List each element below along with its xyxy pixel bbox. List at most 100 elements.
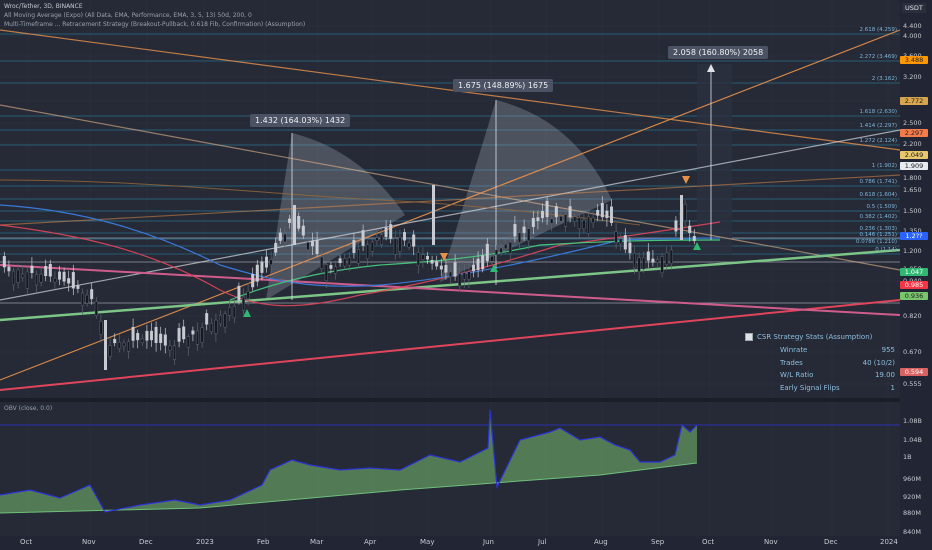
candle (172, 345, 176, 360)
candle (297, 216, 301, 229)
candle (44, 266, 48, 277)
obv-line (0, 409, 698, 513)
obv-area (0, 410, 697, 513)
x-tick-label: Oct (702, 538, 715, 546)
buy-signal (693, 242, 701, 250)
sell-signal (440, 253, 448, 261)
candle (25, 271, 29, 289)
candle (315, 239, 319, 254)
candle (58, 271, 62, 280)
candle (131, 326, 135, 341)
fib-label: 1 (1.902) (871, 163, 897, 169)
candle (361, 230, 365, 246)
candle (439, 265, 443, 270)
candle (573, 216, 577, 222)
candle (2, 256, 6, 268)
stats-value: 1 (890, 383, 895, 392)
x-tick-label: Oct (20, 538, 33, 546)
candle (195, 330, 199, 345)
candle (591, 217, 595, 223)
candle (435, 261, 439, 267)
y-tick-label: 2.500 (903, 119, 922, 127)
candle (113, 338, 117, 344)
candle (651, 258, 655, 263)
candle (495, 249, 499, 255)
candle (366, 244, 370, 259)
candle (283, 233, 287, 243)
candle (568, 206, 572, 218)
y-tick-label: 4.400 (903, 22, 922, 30)
candle (278, 232, 282, 241)
measure-callout-3: 2.058 (160.80%) 2058 (668, 46, 769, 59)
candle (380, 234, 384, 245)
candle (393, 238, 397, 255)
candle (293, 205, 296, 245)
candle (688, 225, 692, 234)
x-tick-label: Nov (764, 538, 778, 546)
stats-label: W/L Ratio (780, 371, 814, 379)
stats-row: Trades 40 (10/2) (745, 357, 895, 370)
fib-label: 1.272 (2.124) (859, 138, 897, 144)
stats-label: Early Signal Flips (780, 383, 840, 392)
stats-title: CSR Strategy Stats (Assumption) (757, 333, 873, 341)
candle (642, 257, 646, 270)
price-label: 0.936 (900, 292, 928, 300)
candle (403, 232, 407, 241)
candle (269, 259, 273, 265)
candle (140, 338, 144, 344)
indicator-legend-2[interactable]: Multi-Timeframe ... Retracement Strategy… (4, 21, 306, 28)
measure-box (697, 64, 732, 254)
x-tick-label: Jul (538, 538, 547, 546)
y-tick-label: 1.500 (903, 207, 922, 215)
x-tick-label: Aug (594, 538, 608, 546)
candle (600, 203, 604, 218)
y-tick-label: 1.650 (903, 186, 922, 194)
y-tick-label: 4.000 (903, 32, 922, 40)
candle (508, 241, 512, 254)
candle (407, 242, 411, 248)
candle (357, 249, 361, 264)
x-tick-label: 2023 (196, 538, 214, 546)
currency-label[interactable]: USDT (902, 3, 926, 13)
y-tick-label: 0.670 (903, 348, 922, 356)
stats-value: 40 (10/2) (862, 358, 895, 367)
candle (30, 265, 34, 274)
candle (62, 271, 66, 282)
fib-label: 0.0786 (1.210) (855, 239, 897, 245)
x-tick-label: May (420, 538, 435, 546)
candle (531, 218, 535, 228)
candle (545, 200, 549, 218)
candle (67, 278, 71, 284)
candle (656, 259, 660, 263)
fib-label: 2.618 (4.259) (859, 27, 897, 33)
sell-signal (682, 176, 690, 184)
stats-value: 19.00 (874, 371, 895, 379)
stats-checkbox[interactable] (745, 333, 753, 341)
candle (104, 320, 107, 370)
candle (550, 218, 554, 224)
indicator-legend-1[interactable]: All Moving Average (Expo) (All Data, EMA… (4, 12, 252, 19)
candle (674, 220, 678, 232)
price-label: 0.985 (900, 281, 928, 289)
candle (53, 278, 57, 283)
candle (324, 264, 328, 282)
chart-title: Wroc/Tether, 3D, BINANCE (4, 3, 83, 10)
candle (214, 319, 218, 334)
candle (453, 262, 457, 277)
fib-label: 0.146 (1.251) (859, 232, 897, 238)
candle (614, 231, 618, 243)
candle (389, 224, 393, 239)
y-tick-label: 2.200 (903, 140, 922, 148)
candle (541, 211, 545, 219)
candle (145, 330, 149, 341)
x-tick-label: Dec (139, 538, 153, 546)
candle (246, 291, 250, 300)
candle (426, 255, 430, 260)
candle (554, 206, 558, 218)
x-tick-label: Mar (310, 538, 324, 546)
obv-tick-label: 920M (903, 493, 922, 501)
candle (154, 326, 158, 344)
obv-legend[interactable]: OBV (close, 0.0) (4, 405, 53, 412)
candle (432, 185, 435, 245)
candle (522, 226, 526, 233)
